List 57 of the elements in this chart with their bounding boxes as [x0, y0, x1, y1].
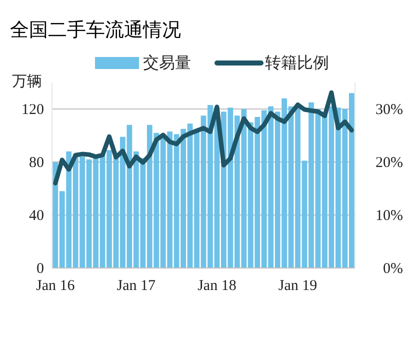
- bar: [100, 154, 106, 268]
- bar: [52, 162, 58, 268]
- x-tick-label: Jan 17: [116, 278, 156, 294]
- y-tick-label: 40: [29, 208, 44, 224]
- bar: [282, 98, 287, 268]
- bar: [328, 106, 334, 268]
- bar: [254, 116, 260, 268]
- x-tick-label: Jan 16: [36, 278, 76, 294]
- bar: [154, 132, 160, 268]
- bar: [348, 93, 354, 268]
- bar: [268, 106, 274, 268]
- bar: [241, 109, 247, 268]
- bar: [208, 105, 213, 268]
- y2-tick-label: 0%: [383, 261, 403, 277]
- y2-tick-label: 10%: [376, 208, 403, 224]
- x-tick-label: Jan 18: [198, 278, 236, 294]
- y2-tick-label: 30%: [376, 102, 403, 118]
- bar: [126, 124, 132, 268]
- bar: [261, 110, 267, 268]
- bar: [228, 108, 234, 268]
- bar: [295, 106, 300, 268]
- bar: [342, 109, 348, 268]
- bar: [167, 132, 173, 268]
- bar: [80, 156, 85, 268]
- legend-label: 转籍比例: [265, 54, 329, 72]
- bar: [146, 124, 152, 268]
- bar: [140, 158, 146, 268]
- bar: [180, 128, 186, 268]
- bar: [322, 112, 328, 268]
- bar: [93, 158, 98, 268]
- bar: [120, 136, 126, 268]
- bar: [133, 151, 139, 268]
- bar: [160, 136, 166, 268]
- legend-label: 交易量: [143, 54, 191, 72]
- bar: [106, 150, 112, 268]
- x-tick-label: Jan 19: [278, 278, 318, 294]
- bar: [234, 116, 240, 268]
- bar: [200, 116, 206, 268]
- bar: [72, 154, 78, 268]
- chart-title: 全国二手车流通情况: [10, 19, 181, 41]
- y-tick-label: 0: [36, 261, 44, 277]
- bar: [86, 159, 92, 268]
- y2-tick-label: 20%: [376, 155, 403, 171]
- bar: [248, 122, 254, 268]
- y-tick-label: 120: [22, 102, 44, 118]
- bar: [113, 155, 119, 268]
- y-tick-label: 80: [29, 155, 44, 171]
- bar: [335, 108, 341, 268]
- bar: [315, 109, 321, 268]
- bar: [302, 160, 308, 268]
- bar: [174, 134, 180, 268]
- bar: [308, 102, 314, 268]
- bar: [59, 191, 65, 268]
- y-axis-title: 万辆: [12, 73, 42, 90]
- bar: [66, 151, 72, 268]
- bar: [194, 130, 200, 268]
- bar: [274, 112, 280, 268]
